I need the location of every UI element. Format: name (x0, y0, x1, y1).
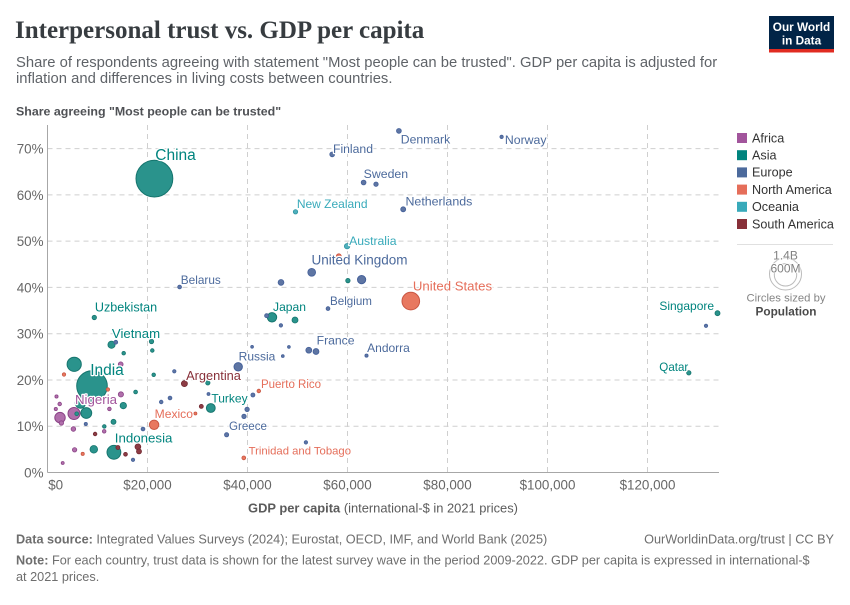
svg-text:$40,000: $40,000 (223, 478, 271, 493)
svg-text:$60,000: $60,000 (323, 478, 371, 493)
svg-text:United States: United States (413, 279, 493, 294)
svg-text:in Data: in Data (782, 34, 822, 48)
svg-text:20%: 20% (17, 373, 44, 388)
svg-text:Netherlands: Netherlands (405, 195, 472, 209)
svg-text:Puerto Rico: Puerto Rico (261, 379, 321, 391)
svg-text:Share agreeing "Most people ca: Share agreeing "Most people can be trust… (16, 105, 281, 119)
svg-text:30%: 30% (17, 327, 44, 342)
svg-text:Oceania: Oceania (752, 200, 799, 214)
svg-text:at 2021 prices.: at 2021 prices. (16, 570, 99, 584)
svg-text:South America: South America (752, 217, 834, 231)
svg-text:Africa: Africa (752, 131, 784, 145)
svg-text:Vietnam: Vietnam (112, 326, 160, 341)
svg-text:Mexico: Mexico (155, 407, 194, 421)
svg-text:Uzbekistan: Uzbekistan (95, 301, 157, 315)
svg-text:Qatar: Qatar (659, 361, 688, 374)
svg-text:OurWorldinData.org/trust | CC: OurWorldinData.org/trust | CC BY (644, 533, 834, 547)
svg-text:New Zealand: New Zealand (297, 197, 368, 211)
svg-text:Indonesia: Indonesia (115, 430, 173, 445)
svg-text:inflation and differences in l: inflation and differences in living cost… (16, 71, 392, 87)
svg-text:Circles sized by: Circles sized by (746, 293, 825, 305)
svg-text:50%: 50% (17, 234, 44, 249)
svg-text:Greece: Greece (229, 420, 267, 433)
svg-text:Europe: Europe (752, 166, 793, 180)
svg-text:GDP per capita (international-: GDP per capita (international-$ in 2021 … (248, 501, 518, 516)
svg-text:Interpersonal trust vs. GDP pe: Interpersonal trust vs. GDP per capita (15, 17, 425, 44)
svg-text:Asia: Asia (752, 149, 777, 163)
svg-text:40%: 40% (17, 280, 44, 295)
svg-text:$100,000: $100,000 (520, 478, 576, 493)
svg-text:India: India (90, 362, 124, 379)
svg-text:China: China (155, 147, 196, 164)
svg-text:North America: North America (752, 183, 832, 197)
svg-text:Sweden: Sweden (364, 167, 409, 181)
svg-text:Argentina: Argentina (186, 368, 242, 383)
svg-text:Denmark: Denmark (401, 132, 451, 146)
svg-text:Belarus: Belarus (181, 273, 221, 287)
svg-text:0%: 0% (24, 466, 43, 481)
svg-text:Turkey: Turkey (211, 392, 247, 406)
svg-text:France: France (317, 334, 355, 348)
svg-text:Note: For each country, trust: Note: For each country, trust data is sh… (16, 554, 810, 568)
svg-text:Population: Population (756, 305, 817, 319)
svg-text:Russia: Russia (239, 350, 276, 364)
svg-text:60%: 60% (17, 188, 44, 203)
svg-text:Norway: Norway (505, 133, 548, 147)
svg-text:Our World: Our World (773, 20, 830, 34)
svg-text:Finland: Finland (333, 142, 373, 156)
svg-text:Australia: Australia (349, 234, 397, 248)
svg-text:600M: 600M (770, 262, 800, 276)
svg-text:$20,000: $20,000 (123, 478, 171, 493)
svg-text:Japan: Japan (273, 300, 306, 314)
svg-text:Andorra: Andorra (367, 341, 410, 355)
svg-text:$120,000: $120,000 (620, 478, 676, 493)
svg-text:$0: $0 (48, 478, 63, 493)
svg-text:Singapore: Singapore (659, 299, 714, 313)
svg-text:Belgium: Belgium (330, 295, 372, 308)
svg-text:1.4B: 1.4B (773, 249, 798, 263)
svg-text:10%: 10% (17, 419, 44, 434)
svg-text:Trinidad and Tobago: Trinidad and Tobago (249, 446, 351, 458)
svg-text:Data source: Integrated Values: Data source: Integrated Values Surveys (… (16, 533, 547, 547)
svg-text:$80,000: $80,000 (423, 478, 471, 493)
svg-text:United Kingdom: United Kingdom (311, 253, 407, 268)
svg-text:Nigeria: Nigeria (75, 392, 118, 407)
svg-text:70%: 70% (17, 142, 44, 157)
svg-text:Share of respondents agreeing: Share of respondents agreeing with state… (16, 55, 717, 71)
